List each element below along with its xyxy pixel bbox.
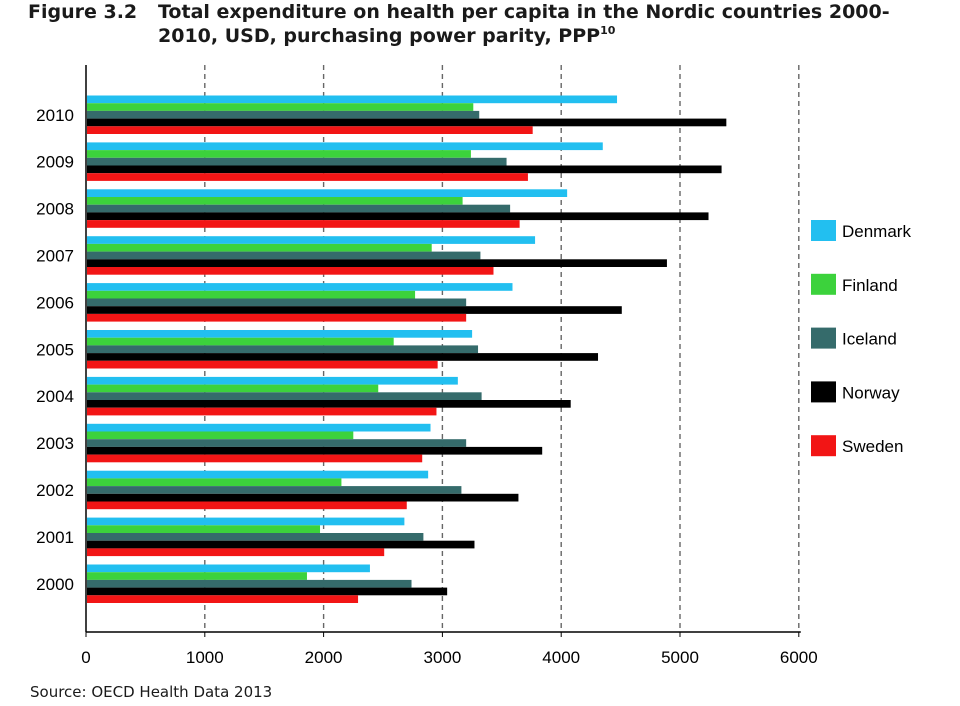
chart-title: Total expenditure on health per capita i… (158, 0, 938, 48)
bar (87, 501, 407, 510)
legend-label: Norway (842, 383, 900, 402)
bar (87, 572, 307, 580)
bar (87, 330, 473, 338)
bar (87, 110, 480, 119)
bar (87, 564, 370, 573)
bar (87, 142, 603, 151)
x-tick-label: 2000 (305, 648, 343, 667)
source-note: Source: OECD Health Data 2013 (30, 683, 273, 701)
bar (87, 400, 571, 408)
bar (87, 407, 437, 416)
bar (87, 478, 342, 487)
bar (87, 212, 709, 221)
x-tick-label: 1000 (186, 648, 224, 667)
bar (87, 579, 412, 588)
bar (87, 454, 423, 463)
bar (87, 306, 622, 314)
legend-swatch (811, 273, 836, 295)
x-tick-label: 6000 (780, 648, 818, 667)
bar (87, 290, 416, 299)
bar (87, 259, 667, 267)
x-tick-label: 0 (81, 648, 90, 667)
bar (87, 95, 618, 104)
bar (87, 517, 405, 526)
bar (87, 587, 448, 596)
y-tick-label: 2003 (36, 434, 74, 453)
legend-swatch (811, 327, 836, 349)
bar (87, 267, 494, 275)
y-tick-label: 2005 (36, 340, 74, 359)
x-tick-label: 5000 (661, 648, 699, 667)
bar (87, 204, 511, 213)
bar (87, 353, 599, 361)
chart-title-text: Total expenditure on health per capita i… (158, 1, 890, 47)
legend-swatch (811, 435, 836, 457)
bar (87, 525, 321, 533)
bar (87, 337, 394, 346)
bar (87, 103, 474, 111)
bar (87, 360, 438, 369)
bar (87, 345, 479, 354)
legend-swatch (811, 220, 836, 241)
bar (87, 157, 507, 166)
bar (87, 189, 568, 197)
bar (87, 439, 467, 447)
bar (87, 126, 533, 134)
x-tick-label: 3000 (423, 648, 461, 667)
title-footnote: 10 (600, 24, 616, 37)
y-tick-label: 2004 (36, 387, 74, 406)
bar (87, 533, 424, 541)
bar (87, 313, 467, 322)
bar (87, 197, 463, 205)
bar (87, 595, 359, 603)
legend-label: Sweden (842, 437, 903, 456)
legend-label: Finland (842, 276, 898, 295)
legend-swatch (811, 381, 836, 403)
bar (87, 118, 727, 127)
bar (87, 376, 458, 385)
bar (87, 298, 467, 307)
bar (87, 220, 520, 228)
bar (87, 384, 379, 393)
bar (87, 236, 536, 244)
y-tick-label: 2007 (36, 246, 74, 265)
bar (87, 446, 543, 455)
bar (87, 165, 722, 174)
bar (87, 392, 482, 400)
bar (87, 540, 475, 549)
bar (87, 486, 462, 494)
bar (87, 431, 354, 440)
y-tick-label: 2000 (36, 575, 74, 594)
bar (87, 251, 481, 260)
bar (87, 283, 513, 291)
bar-chart: 0 1000 2000 3000 4000 5000 6000 2010 2009 2008 200… (36, 65, 911, 667)
y-tick-label: 2008 (36, 200, 74, 219)
bar (87, 493, 519, 502)
y-tick-label: 2002 (36, 481, 74, 500)
bar (87, 150, 471, 158)
y-tick-label: 2006 (36, 293, 74, 312)
bar (87, 423, 431, 432)
legend-label: Denmark (842, 222, 911, 241)
bar (87, 243, 432, 252)
bar (87, 548, 385, 557)
legend-label: Iceland (842, 330, 897, 349)
figure-label: Figure 3.2 (28, 1, 138, 23)
y-tick-label: 2010 (36, 106, 74, 125)
x-tick-label: 4000 (542, 648, 580, 667)
bar (87, 173, 528, 181)
y-tick-label: 2009 (36, 153, 74, 172)
y-tick-label: 2001 (36, 528, 74, 547)
bar (87, 470, 429, 479)
